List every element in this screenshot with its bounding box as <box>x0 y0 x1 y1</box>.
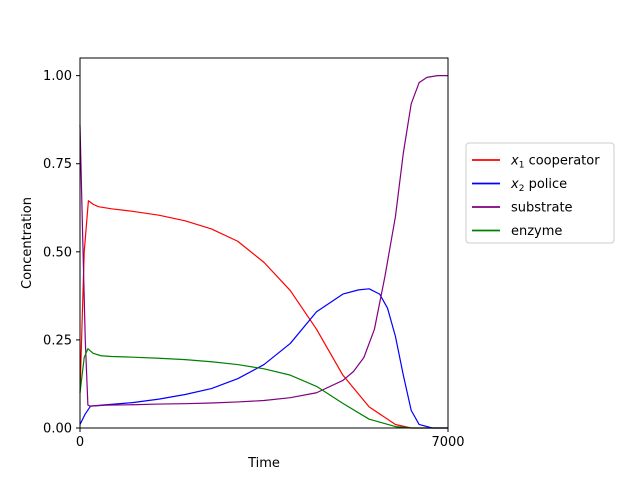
series-layer <box>79 75 448 429</box>
series-line-1 <box>79 288 448 429</box>
x-axis-label: Time <box>247 456 280 471</box>
y-tick-label: 0.75 <box>43 157 72 172</box>
legend-label-rest: cooperator <box>524 154 600 169</box>
plot-frame <box>79 57 449 429</box>
legend-label-rest: police <box>524 177 567 192</box>
axes-layer: 0 7000 0.00 0.25 0.50 0.75 1.00 <box>43 57 465 450</box>
y-tick-label: 1.00 <box>43 69 72 84</box>
legend-box <box>465 142 615 244</box>
legend-label-subscript: 1 <box>519 161 525 171</box>
y-tick-label: 0.50 <box>43 245 72 260</box>
series-line-2 <box>79 75 448 407</box>
x-tick-label: 7000 <box>431 435 464 450</box>
legend-label-main: x <box>510 154 519 169</box>
legend-label: enzyme <box>511 224 562 239</box>
y-axis-label: Concentration <box>20 197 35 289</box>
legend-label: substrate <box>511 201 573 216</box>
x-tick-label: 0 <box>76 435 84 450</box>
y-tick-label: 0.25 <box>43 333 72 348</box>
y-tick-label: 0.00 <box>43 422 72 437</box>
legend-label: x2 police <box>510 177 567 194</box>
legend-label: x1 cooperator <box>510 154 600 171</box>
series-line-3 <box>79 348 448 429</box>
legend-label-main: substrate <box>511 201 573 216</box>
series-line-0 <box>79 200 448 429</box>
legend-label-subscript: 2 <box>519 184 525 194</box>
legend-label-main: enzyme <box>511 224 562 239</box>
legend-label-main: x <box>510 177 519 192</box>
